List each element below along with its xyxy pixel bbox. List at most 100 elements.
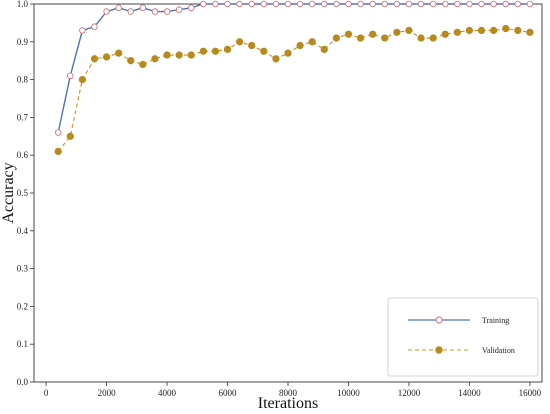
- validation-point: [199, 47, 207, 55]
- validation-point: [502, 24, 510, 33]
- training-point: [357, 0, 364, 8]
- training-point: [79, 27, 86, 34]
- validation-point: [356, 34, 365, 42]
- validation-point: [139, 60, 147, 69]
- validation-point: [163, 51, 171, 59]
- series-layer: [54, 0, 534, 156]
- x-tick-label: 12000: [398, 388, 421, 398]
- training-point: [200, 0, 207, 8]
- validation-point: [477, 26, 486, 35]
- validation-point: [344, 30, 353, 38]
- validation-point: [284, 49, 292, 57]
- validation-point: [66, 132, 74, 140]
- validation-point: [175, 51, 183, 59]
- validation-point: [441, 30, 449, 38]
- training-point: [236, 0, 243, 8]
- validation-point: [417, 34, 425, 42]
- validation-series-line: [57, 28, 530, 152]
- validation-point: [429, 34, 437, 42]
- training-point: [429, 0, 437, 8]
- legend-training-label: Training: [482, 316, 509, 325]
- validation-point: [296, 41, 304, 50]
- legend-validation-label: Validation: [482, 346, 515, 355]
- legend-validation-marker: [435, 346, 443, 354]
- training-point: [393, 0, 401, 8]
- training-point: [441, 0, 449, 8]
- training-point: [296, 0, 304, 8]
- validation-point: [187, 51, 195, 59]
- validation-point: [405, 26, 413, 35]
- training-point: [272, 0, 280, 8]
- validation-point: [514, 26, 522, 35]
- validation-point: [78, 75, 87, 84]
- x-tick-label: 10000: [337, 388, 360, 398]
- training-point: [514, 0, 522, 8]
- y-tick-label: 0.9: [17, 37, 29, 47]
- training-point: [417, 0, 425, 8]
- validation-point: [453, 28, 461, 36]
- legend-box: [387, 297, 539, 377]
- legend: Training Validation: [387, 297, 539, 377]
- y-tick-label: 0.5: [17, 188, 29, 198]
- y-axis: 0.0 0.1 0.2 0.3 0.4 0.5 0.6 0.7 0.8 0.9 1.0: [17, 0, 34, 387]
- validation-point: [369, 30, 377, 38]
- validation-point: [308, 38, 316, 46]
- training-point: [381, 0, 389, 8]
- validation-point: [115, 49, 123, 57]
- y-tick-label: 0.2: [17, 301, 28, 311]
- validation-point: [526, 28, 534, 36]
- validation-point: [235, 38, 244, 46]
- training-series-line: [57, 3, 530, 133]
- validation-point: [54, 147, 62, 156]
- validation-point: [102, 53, 111, 61]
- training-point: [333, 0, 340, 8]
- training-point: [175, 6, 183, 13]
- training-point: [151, 8, 159, 15]
- training-point: [103, 8, 110, 15]
- training-point: [67, 72, 74, 80]
- training-point: [91, 23, 98, 30]
- validation-point: [393, 28, 401, 36]
- x-tick-label: 4000: [158, 388, 177, 398]
- training-point: [466, 0, 473, 8]
- validation-point: [90, 55, 99, 63]
- training-point: [405, 0, 413, 8]
- training-point: [369, 0, 376, 8]
- validation-point: [489, 26, 498, 35]
- validation-point: [465, 26, 474, 35]
- training-point: [284, 0, 292, 8]
- validation-point: [381, 34, 389, 42]
- validation-point: [272, 55, 280, 63]
- x-axis-title: Iterations: [258, 395, 318, 412]
- validation-point: [320, 45, 328, 54]
- x-tick-label: 2000: [98, 388, 117, 398]
- validation-point: [332, 34, 341, 42]
- validation-point: [127, 57, 135, 65]
- y-tick-label: 0.4: [17, 226, 29, 236]
- y-tick-label: 0.1: [17, 339, 28, 349]
- x-tick-label: 16000: [519, 388, 542, 398]
- y-tick-label: 0.3: [17, 264, 29, 274]
- x-tick-label: 14000: [458, 388, 481, 398]
- validation-point: [151, 55, 159, 63]
- training-point: [260, 0, 268, 8]
- training-point: [139, 4, 147, 12]
- training-point: [490, 0, 497, 8]
- x-axis: 0 2000 4000 6000 8000 10000 12000 14000 16000: [44, 382, 542, 398]
- x-tick-label: 8000: [279, 388, 298, 398]
- training-point: [224, 0, 231, 8]
- y-tick-label: 0.8: [17, 75, 29, 85]
- y-tick-label: 0.0: [17, 377, 29, 387]
- training-point: [526, 0, 534, 8]
- training-point: [321, 0, 328, 8]
- legend-training-marker: [435, 316, 443, 324]
- x-tick-label: 0: [44, 388, 49, 398]
- training-point: [502, 0, 509, 8]
- training-point: [454, 0, 461, 8]
- validation-point: [223, 45, 232, 54]
- training-point: [54, 129, 62, 136]
- training-point: [163, 8, 171, 15]
- validation-point: [211, 47, 220, 55]
- training-point: [127, 8, 135, 15]
- y-axis-title: Accuracy: [0, 162, 17, 223]
